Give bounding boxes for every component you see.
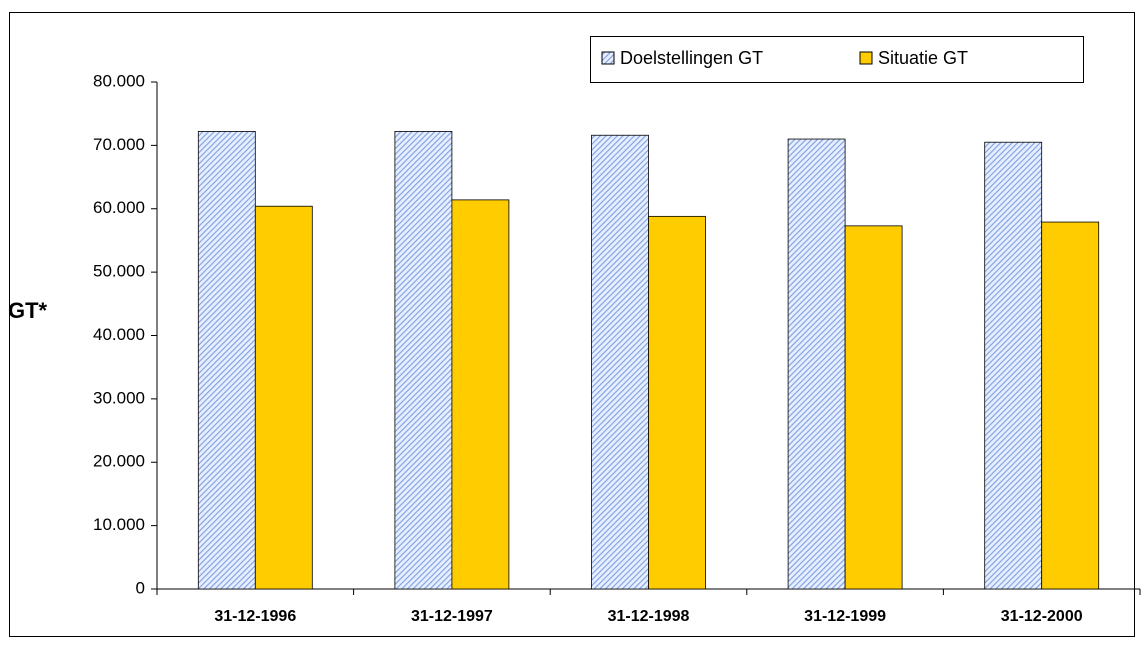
legend-swatch xyxy=(859,51,873,65)
bar xyxy=(394,131,453,590)
legend-swatch xyxy=(601,51,615,65)
y-tick-label: 40.000 xyxy=(93,325,145,344)
bar xyxy=(197,131,256,590)
y-tick-label: 10.000 xyxy=(93,515,145,534)
x-tick-label: 31-12-1996 xyxy=(214,608,296,625)
bar xyxy=(254,205,313,590)
y-tick-label: 70.000 xyxy=(93,135,145,154)
y-tick-label: 50.000 xyxy=(93,262,145,281)
bar xyxy=(648,215,706,590)
y-tick-label: 20.000 xyxy=(93,452,145,471)
bar xyxy=(1041,221,1100,590)
bar xyxy=(787,138,846,590)
x-tick-label: 31-12-2000 xyxy=(1001,608,1083,625)
x-tick-label: 31-12-1999 xyxy=(804,608,886,625)
bar xyxy=(591,134,649,590)
x-tick-label: 31-12-1997 xyxy=(411,608,493,625)
legend-label: Situatie GT xyxy=(878,48,968,68)
legend-label: Doelstellingen GT xyxy=(620,48,763,68)
chart-border xyxy=(9,12,1135,637)
y-tick-label: 0 xyxy=(136,578,145,597)
bar xyxy=(984,141,1043,590)
y-tick-label: 60.000 xyxy=(93,198,145,217)
bar xyxy=(451,199,510,590)
bar xyxy=(844,225,903,590)
legend-box xyxy=(590,36,1084,83)
x-tick-label: 31-12-1998 xyxy=(608,608,690,625)
y-axis-label: GT* xyxy=(8,298,48,323)
y-tick-label: 80.000 xyxy=(93,71,145,90)
y-tick-label: 30.000 xyxy=(93,388,145,407)
